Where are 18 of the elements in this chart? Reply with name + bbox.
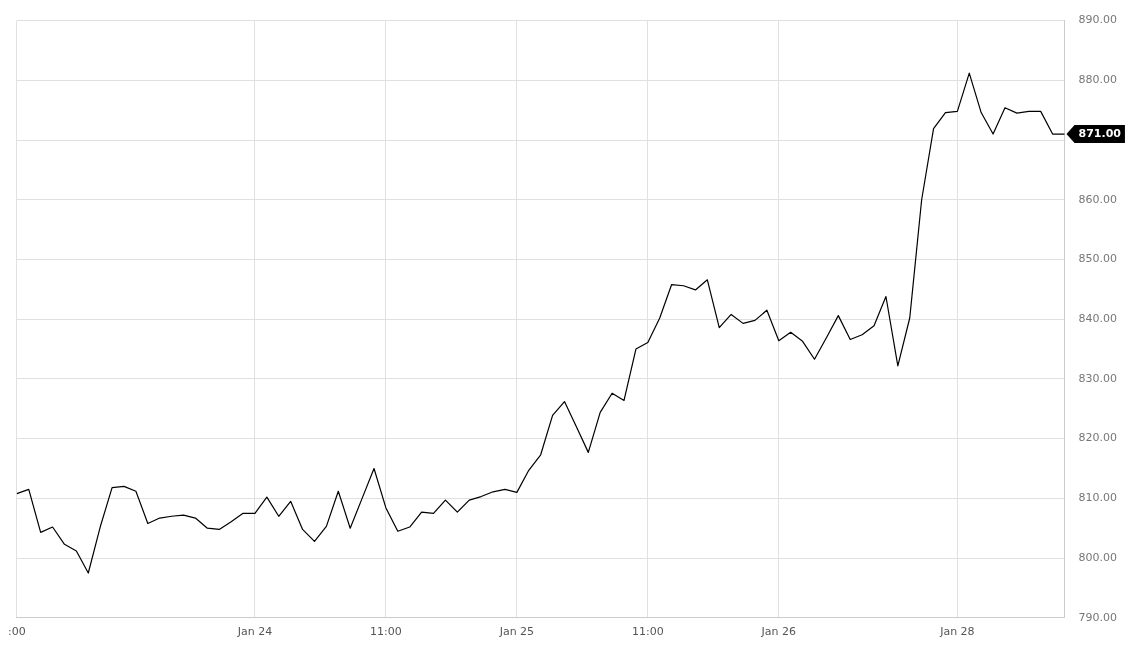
y-tick-label: 820.00 bbox=[1078, 431, 1118, 445]
y-tick-label: 880.00 bbox=[1078, 73, 1118, 87]
y-tick-label: 850.00 bbox=[1078, 252, 1118, 266]
y-tick-label: 840.00 bbox=[1078, 312, 1118, 326]
y-tick-label: 800.00 bbox=[1078, 550, 1118, 564]
x-tick-label: Jan 28 bbox=[939, 625, 975, 639]
x-tick-label: Jan 25 bbox=[498, 625, 535, 639]
y-tick-label: 860.00 bbox=[1078, 192, 1118, 206]
x-tick-label: Jan 26 bbox=[760, 625, 797, 639]
y-tick-label: 790.00 bbox=[1078, 610, 1118, 624]
x-tick-label: 11:00 bbox=[370, 625, 402, 639]
y-tick-label: 830.00 bbox=[1078, 371, 1118, 385]
y-tick-label: 890.00 bbox=[1078, 13, 1118, 27]
x-tick-label: :00 bbox=[8, 625, 26, 639]
x-tick-label: Jan 24 bbox=[236, 625, 273, 639]
text: 871.00 bbox=[1078, 126, 1122, 140]
y-tick-label: 810.00 bbox=[1078, 491, 1118, 505]
x-tick-label: 11:00 bbox=[631, 625, 664, 639]
